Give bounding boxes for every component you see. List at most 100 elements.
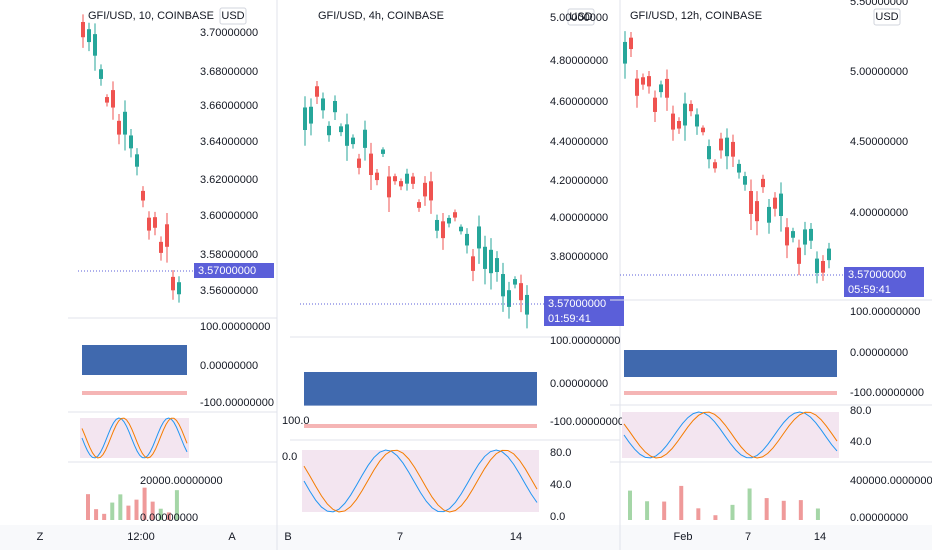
price-tag-label: 3.57000000 xyxy=(848,269,906,281)
candle xyxy=(93,34,97,56)
pane-title: GFI/USD, 12h, COINBASE xyxy=(630,10,762,22)
stoch-band xyxy=(302,450,539,512)
volume-bar xyxy=(815,508,820,520)
volume-bar xyxy=(102,513,107,520)
osc-area xyxy=(624,350,837,377)
osc-label: -100.00000000 xyxy=(550,416,624,428)
volume-bar xyxy=(142,487,147,520)
candle xyxy=(477,226,481,249)
price-label: 3.70000000 xyxy=(200,27,258,39)
candle xyxy=(81,22,85,38)
time-label: 7 xyxy=(745,531,751,543)
currency-box xyxy=(567,8,595,26)
osc-label: 100.00000000 xyxy=(200,321,270,333)
candle xyxy=(513,279,517,285)
osc-baseline xyxy=(82,391,187,395)
candle xyxy=(731,141,735,157)
stoch-d xyxy=(623,411,838,459)
stoch-k xyxy=(303,449,538,513)
stoch-label: 40.0 xyxy=(850,436,871,448)
candle xyxy=(519,283,523,301)
volume-bar xyxy=(747,488,752,520)
candle xyxy=(363,129,367,148)
candle xyxy=(351,137,355,145)
candle xyxy=(171,276,175,291)
volume-bar xyxy=(662,501,667,520)
volume-bar xyxy=(110,502,115,520)
osc-label: -100.00000000 xyxy=(200,397,274,409)
candle xyxy=(803,229,807,245)
volume-bar xyxy=(158,508,163,520)
candle xyxy=(159,241,163,253)
candle xyxy=(659,84,663,93)
stoch-label: 80.0 xyxy=(550,447,571,459)
candle xyxy=(683,103,687,126)
candle xyxy=(309,106,313,124)
stoch-label: 40.0 xyxy=(550,479,571,491)
volume-label: 20000.00000000 xyxy=(140,475,223,487)
candle xyxy=(743,176,747,185)
osc-label: 100.00000000 xyxy=(850,306,920,318)
candle xyxy=(641,77,645,85)
candle xyxy=(629,37,633,50)
candle xyxy=(141,190,145,201)
candle xyxy=(707,146,711,160)
candle xyxy=(423,182,427,197)
price-label: 3.62000000 xyxy=(200,174,258,186)
candle xyxy=(417,202,421,208)
price-tag xyxy=(844,267,924,297)
candle xyxy=(761,178,765,188)
candle xyxy=(483,246,487,269)
candle xyxy=(755,201,759,222)
candle xyxy=(507,290,511,307)
candle xyxy=(339,126,343,133)
candle xyxy=(405,173,409,184)
candle xyxy=(677,120,681,129)
candle xyxy=(357,158,361,168)
volume-bar xyxy=(174,490,179,520)
candle xyxy=(369,153,373,176)
stoch-k xyxy=(623,411,838,459)
candle xyxy=(303,107,307,131)
pane-title: GFI/USD, 10, COINBASE xyxy=(88,10,214,22)
candle xyxy=(459,226,463,232)
price-label: 4.50000000 xyxy=(850,136,908,148)
volume-bar xyxy=(166,512,171,520)
candle xyxy=(725,137,729,157)
volume-bar xyxy=(781,500,786,520)
time-label: 7 xyxy=(397,531,403,543)
price-label: 3.60000000 xyxy=(200,210,258,222)
candle xyxy=(117,120,121,135)
stoch-label: 0.0 xyxy=(550,511,565,523)
price-label: 5.50000000 xyxy=(850,0,908,8)
candle xyxy=(815,258,819,274)
candle xyxy=(153,217,157,228)
candle xyxy=(129,135,133,149)
price-label: 3.56000000 xyxy=(200,285,258,297)
price-tag xyxy=(544,296,624,326)
price-label: 5.00000000 xyxy=(850,66,908,78)
candle xyxy=(393,176,397,182)
candle xyxy=(435,219,439,231)
candle xyxy=(719,138,723,151)
candle xyxy=(441,221,445,239)
candle xyxy=(701,127,705,133)
candle xyxy=(489,249,493,274)
price-label: 3.66000000 xyxy=(200,100,258,112)
volume-label: 0.00000000 xyxy=(850,512,908,524)
candle xyxy=(749,190,753,214)
volume-bar xyxy=(798,500,803,520)
candle xyxy=(333,100,337,113)
candle xyxy=(87,29,91,43)
candle xyxy=(713,162,717,169)
osc-baseline xyxy=(624,391,837,395)
candle xyxy=(123,111,127,135)
stoch-band xyxy=(80,418,189,458)
pane-title: GFI/USD, 4h, COINBASE xyxy=(318,10,444,22)
stoch-label: 0.0 xyxy=(282,451,297,463)
price-tag xyxy=(194,263,274,278)
volume-bar xyxy=(730,504,735,520)
price-label: 5.00000000 xyxy=(550,12,608,24)
candle xyxy=(453,212,457,218)
osc-label: 0.00000000 xyxy=(850,347,908,359)
